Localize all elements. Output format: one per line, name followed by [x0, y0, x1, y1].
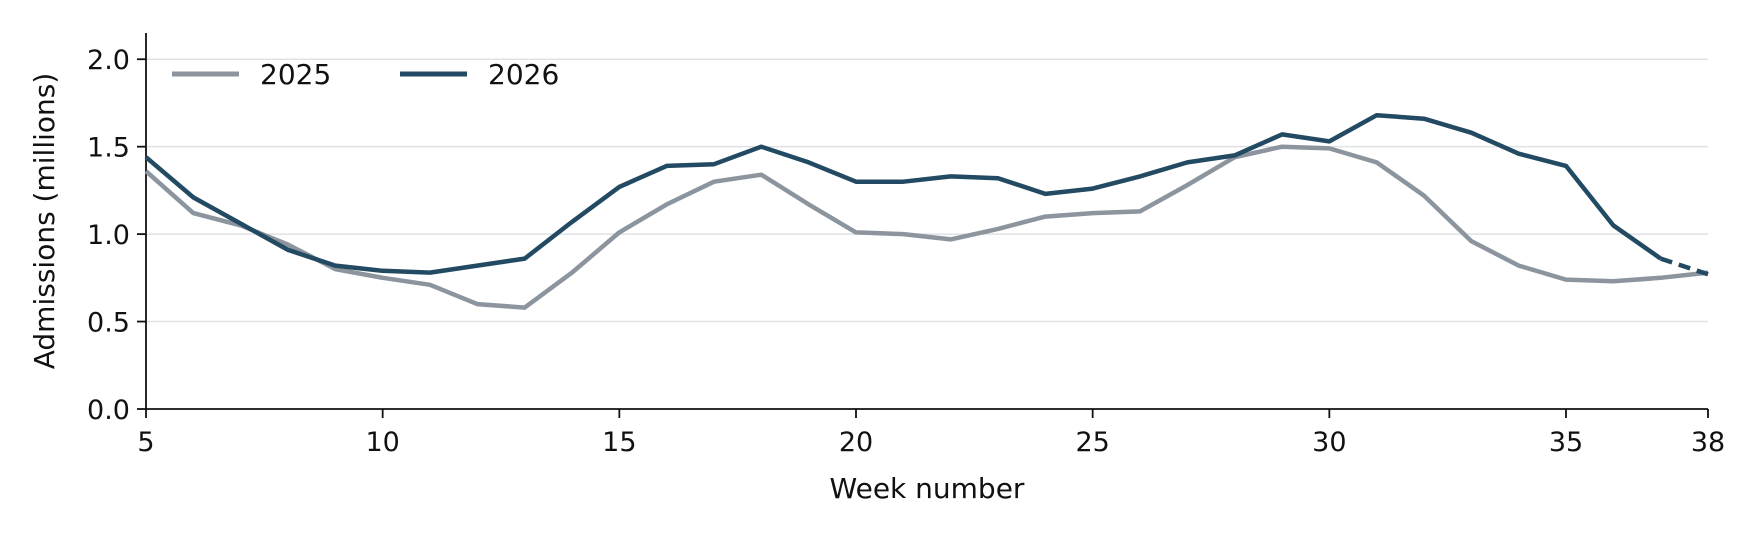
series-layer [144, 112, 1709, 310]
x-tick-label: 30 [1312, 427, 1346, 458]
series-line-2025 [144, 144, 1709, 310]
x-tick-label: 38 [1691, 427, 1725, 458]
legend-label-2025: 2025 [260, 58, 331, 91]
y-tick-label: 0.5 [87, 308, 130, 339]
x-axis-title: Week number [830, 472, 1025, 505]
x-tick-label: 25 [1075, 427, 1109, 458]
x-tick-label: 10 [365, 427, 399, 458]
y-tick-label: 1.5 [87, 133, 130, 164]
y-tick-label: 1.0 [87, 220, 130, 251]
x-tick-label: 35 [1549, 427, 1583, 458]
x-tick-label: 15 [602, 427, 636, 458]
x-tick-label: 5 [137, 427, 154, 458]
y-axis-title: Admissions (millions) [28, 73, 61, 370]
y-tick-label: 2.0 [87, 45, 130, 76]
axes-layer [145, 33, 1708, 410]
y-tick-label: 0.0 [87, 395, 130, 426]
grid-layer [146, 58, 1708, 323]
x-tick-label: 20 [839, 427, 873, 458]
ticks-layer: 0.00.51.01.52.05 10 15 20 25 30 35 38 [87, 45, 1725, 458]
series-line-2026 [144, 112, 1662, 275]
legend: 2025 2026 [172, 58, 559, 91]
series-line-2026-dashed [1659, 256, 1709, 277]
legend-label-2026: 2026 [488, 58, 559, 91]
